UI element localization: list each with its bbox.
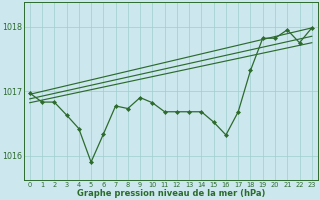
X-axis label: Graphe pression niveau de la mer (hPa): Graphe pression niveau de la mer (hPa) xyxy=(76,189,265,198)
